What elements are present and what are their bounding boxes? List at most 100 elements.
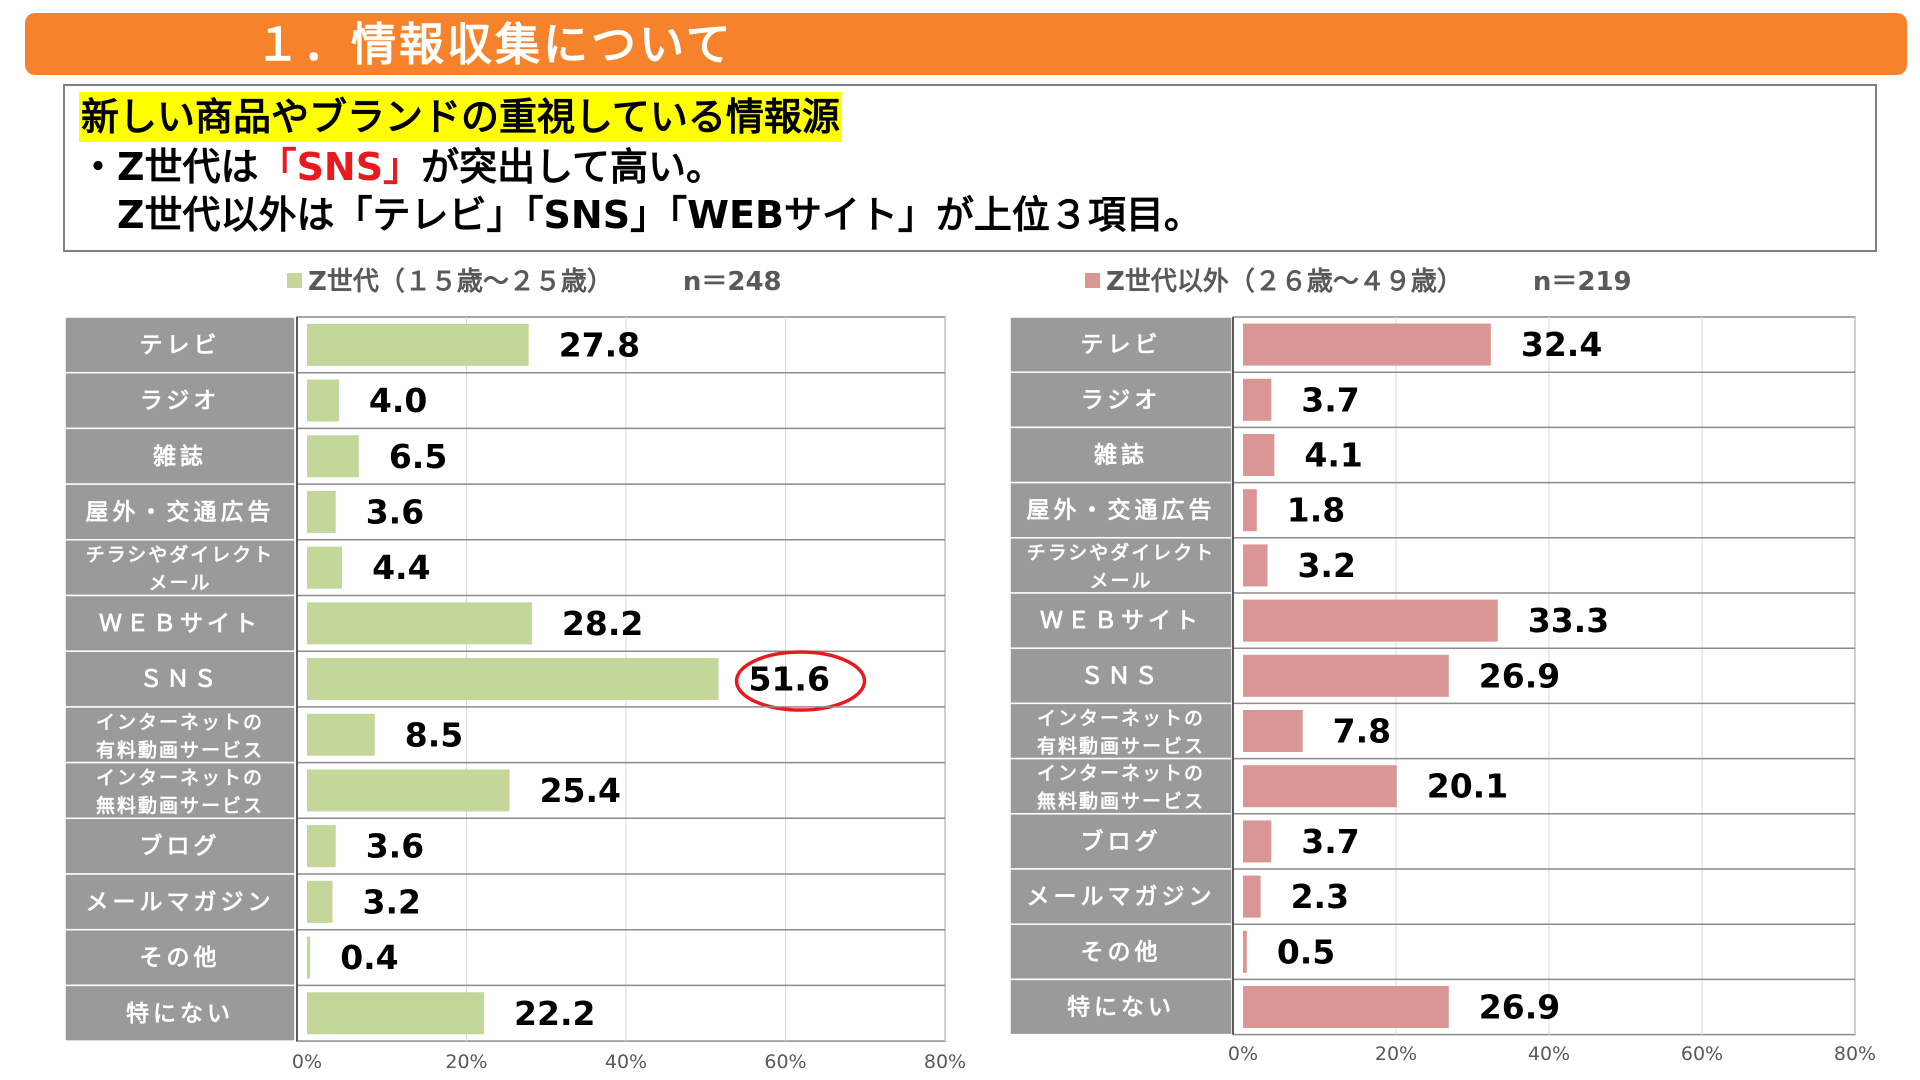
category-cell [64,761,296,820]
category-cell [64,650,296,708]
category-label: 屋外・交通広告 [1027,497,1216,524]
data-label: 26.9 [1479,988,1560,1027]
category-label: テレビ [140,332,221,358]
tick-label: 80% [924,1051,966,1073]
category-label: ラジオ [1081,387,1162,413]
category-label: 屋外・交通広告 [86,498,275,525]
bar [307,379,339,422]
summary-box: 新しい商品やブランドの重視している情報源 ・Z世代は「SNS」が突出して高い。 … [63,84,1877,252]
chart-nonz: テレビ 32.4 ラジオ 3.7 雑誌 4.1 屋外・交通広告 1.8 チラシやダイレクトメール… [1009,316,1876,1065]
bar [1243,765,1397,808]
data-label: 22.2 [514,994,595,1033]
tick-label: 20% [445,1051,487,1073]
data-label: 3.6 [366,827,424,866]
data-label: 26.9 [1479,656,1560,695]
category-label: チラシやダイレクト [86,543,275,566]
data-label: 0.4 [340,938,398,977]
category-label: 無料動画サービス [96,794,264,817]
bar [1243,930,1247,973]
category-cell [64,371,296,430]
bar [307,323,529,366]
category-label: 特にない [1067,995,1175,1021]
data-label: 51.6 [749,660,830,699]
header-bar: １．情報収集について [25,13,1907,75]
bar [307,880,333,923]
category-label: 特にない [126,1001,234,1027]
category-cell [1009,647,1233,705]
category-label: メールマガジン [86,889,275,915]
category-cell [64,706,296,764]
category-label: インターネットの [96,767,264,789]
bar [1243,986,1449,1028]
category-label: チラシやダイレクト [1027,541,1216,564]
data-label: 27.8 [559,325,640,364]
summary-highlight-sns: 「SNS」 [258,145,422,189]
bar [1243,544,1268,587]
data-label: 4.4 [372,548,430,587]
legend-z: Z世代（１５歳～２５歳） n＝248 [287,266,782,298]
category-cell [64,594,296,652]
bar [1243,710,1303,752]
tick-label: 60% [1681,1043,1723,1065]
bar [307,769,510,812]
data-label: 20.1 [1427,767,1508,806]
data-label: 1.8 [1287,491,1345,530]
bar [307,602,532,645]
legend-nonz-label: Z世代以外（２６歳～４９歳） [1106,267,1463,297]
category-label: 有料動画サービス [96,738,264,761]
category-label: メール [148,572,211,594]
legend-z-swatch [287,273,302,288]
category-cell [64,483,296,541]
category-label: ＷＥＢサイト [99,611,261,637]
highlight-ring [734,650,867,712]
tick-label: 60% [764,1051,806,1073]
bar [1243,434,1275,476]
summary-line-1-suffix: が突出して高い。 [421,145,724,189]
summary-heading: 新しい商品やブランドの重視している情報源 [79,92,842,142]
bar [307,435,359,478]
category-cell [1009,757,1233,815]
category-label: メール [1089,570,1152,592]
tick-label: 40% [1528,1043,1570,1065]
category-label: メールマガジン [1027,884,1216,910]
category-cell [64,427,296,485]
category-label: 有料動画サービス [1037,735,1205,758]
bar [307,658,719,701]
bar [1243,599,1498,642]
data-label: 33.3 [1528,601,1609,640]
bar [307,490,336,533]
data-label: 28.2 [562,604,643,643]
bar [307,546,343,589]
data-label: 3.7 [1301,380,1359,419]
tick-label: 40% [605,1051,647,1073]
tick-label: 0% [292,1051,322,1073]
category-label: ＷＥＢサイト [1040,608,1202,634]
bar [307,825,336,868]
data-label: 7.8 [1333,712,1391,751]
data-label: 6.5 [389,437,447,476]
summary-line-1-prefix: ・Z世代は [79,145,259,189]
tick-label: 0% [1228,1043,1258,1065]
category-cell [1009,371,1233,429]
category-label: インターネットの [1037,708,1205,730]
legend-nonz-n: n＝219 [1532,267,1632,297]
data-label: 3.2 [363,882,421,921]
category-label: ＳＮＳ [1081,663,1162,689]
legend-z-label: Z世代（１５歳～２５歳） [308,267,613,297]
data-label: 4.1 [1304,436,1362,475]
tick-label: 20% [1375,1043,1417,1065]
data-label: 3.2 [1297,546,1355,585]
data-label: 2.3 [1291,877,1349,916]
category-label: インターネットの [96,711,264,733]
bar [1243,875,1261,918]
category-label: ラジオ [140,388,221,414]
legend-nonz-swatch [1085,273,1100,288]
data-label: 4.0 [369,381,427,420]
category-cell [64,873,296,931]
page-title: １．情報収集について [255,18,734,71]
chart-z: テレビ 27.8 ラジオ 4.0 雑誌 6.5 屋外・交通広告 3.6 チラシやダイレクトメール… [64,316,966,1073]
bar [1243,489,1257,532]
category-cell [1009,316,1233,373]
category-cell [64,539,296,597]
